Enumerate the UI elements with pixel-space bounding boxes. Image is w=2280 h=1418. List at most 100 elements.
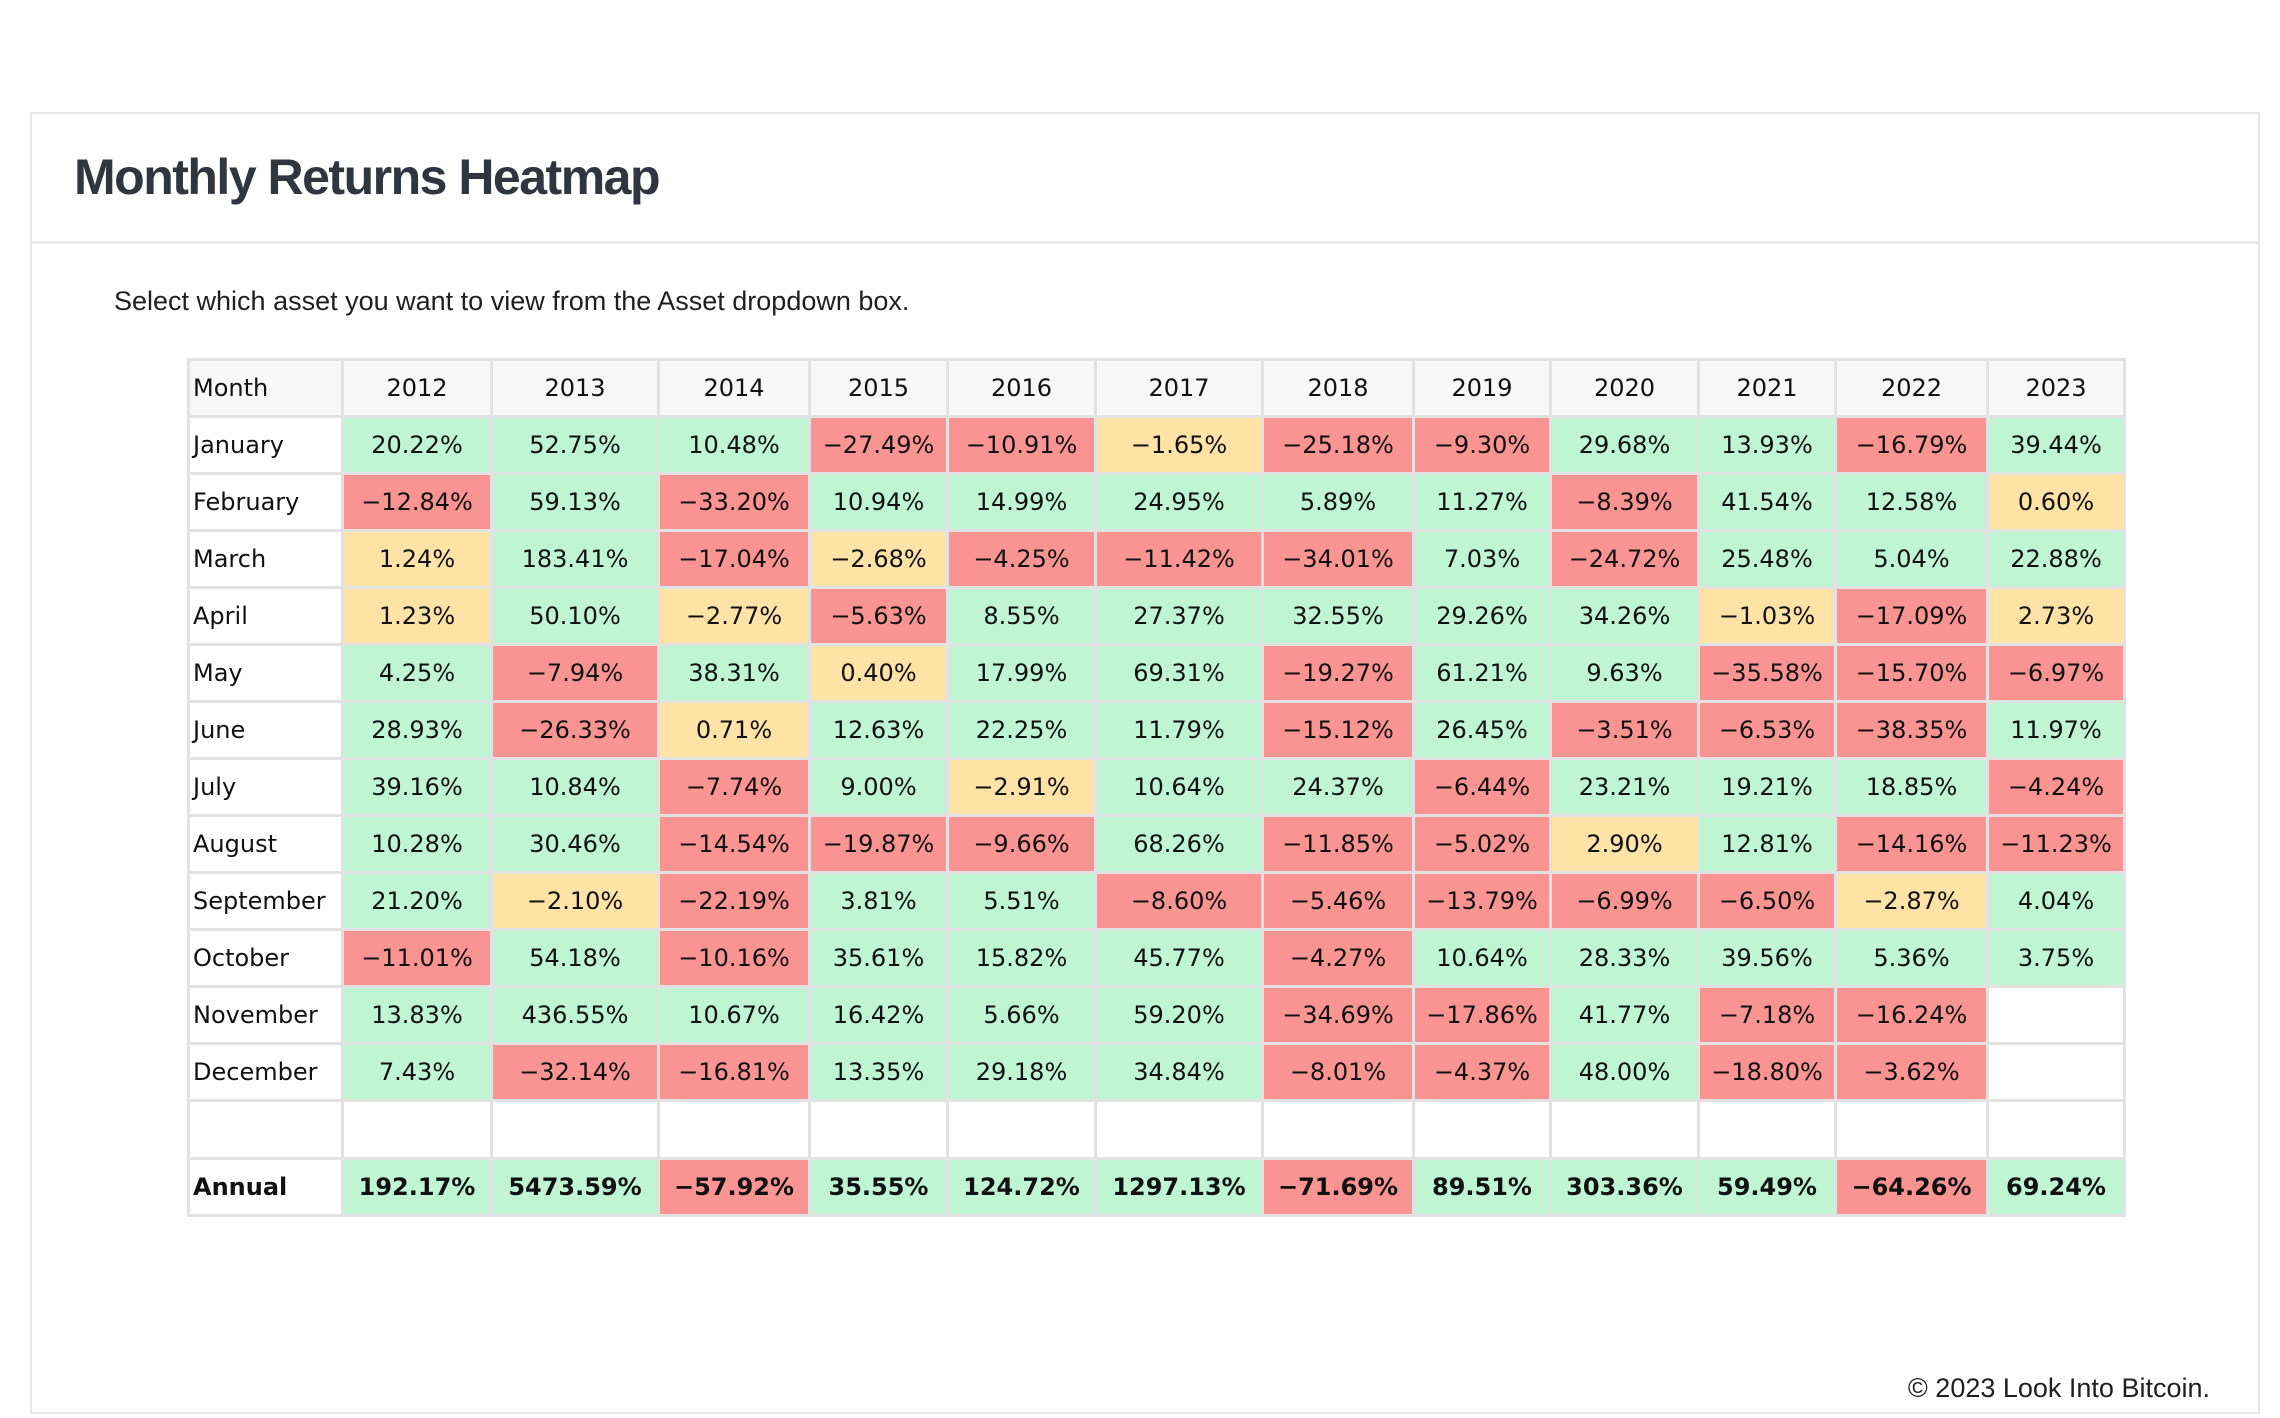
heatmap-cell-may-2021: −35.58%	[1697, 643, 1837, 703]
heatmap-cell-january-2016: −10.91%	[946, 415, 1097, 475]
spacer-cell	[341, 1099, 493, 1160]
month-label-march: March	[187, 529, 344, 589]
year-header-2016: 2016	[946, 358, 1097, 418]
heatmap-cell-november-2012: 13.83%	[341, 985, 493, 1045]
heatmap-cell-october-2021: 39.56%	[1697, 928, 1837, 988]
heatmap-cell-october-2015: 35.61%	[808, 928, 949, 988]
heatmap-cell-may-2016: 17.99%	[946, 643, 1097, 703]
year-header-2018: 2018	[1261, 358, 1415, 418]
spacer-cell	[1412, 1099, 1552, 1160]
monthly-returns-table: Month 2012 2013 2014 2015 2016 2017 2018 2019 202…	[187, 358, 2126, 1217]
annual-cell-2014: −57.92%	[657, 1157, 811, 1217]
month-label-april: April	[187, 586, 344, 646]
heatmap-cell-july-2023: −4.24%	[1986, 757, 2126, 817]
heatmap-cell-april-2016: 8.55%	[946, 586, 1097, 646]
heatmap-cell-july-2012: 39.16%	[341, 757, 493, 817]
year-header-2012: 2012	[341, 358, 493, 418]
heatmap-cell-march-2015: −2.68%	[808, 529, 949, 589]
heatmap-cell-november-2021: −7.18%	[1697, 985, 1837, 1045]
heatmap-cell-march-2021: 25.48%	[1697, 529, 1837, 589]
year-header-2017: 2017	[1094, 358, 1264, 418]
heatmap-cell-september-2016: 5.51%	[946, 871, 1097, 931]
heatmap-cell-march-2019: 7.03%	[1412, 529, 1552, 589]
heatmap-cell-august-2016: −9.66%	[946, 814, 1097, 874]
heatmap-cell-december-2015: 13.35%	[808, 1042, 949, 1102]
heatmap-cell-october-2012: −11.01%	[341, 928, 493, 988]
heatmap-cell-january-2020: 29.68%	[1549, 415, 1700, 475]
heatmap-cell-february-2018: 5.89%	[1261, 472, 1415, 532]
heatmap-cell-december-2012: 7.43%	[341, 1042, 493, 1102]
heatmap-cell-july-2017: 10.64%	[1094, 757, 1264, 817]
heatmap-cell-july-2016: −2.91%	[946, 757, 1097, 817]
heatmap-cell-september-2023: 4.04%	[1986, 871, 2126, 931]
month-label-june: June	[187, 700, 344, 760]
year-header-2021: 2021	[1697, 358, 1837, 418]
heatmap-cell-november-2014: 10.67%	[657, 985, 811, 1045]
heatmap-cell-february-2020: −8.39%	[1549, 472, 1700, 532]
month-label-january: January	[187, 415, 344, 475]
year-header-2013: 2013	[490, 358, 660, 418]
card-header: Monthly Returns Heatmap	[32, 114, 2258, 244]
heatmap-cell-june-2020: −3.51%	[1549, 700, 1700, 760]
heatmap-cell-january-2015: −27.49%	[808, 415, 949, 475]
heatmap-cell-august-2022: −14.16%	[1834, 814, 1989, 874]
heatmap-cell-march-2018: −34.01%	[1261, 529, 1415, 589]
table-row: February −12.84% 59.13% −33.20% 10.94% 14.99%…	[187, 472, 2126, 532]
heatmap-cell-june-2016: 22.25%	[946, 700, 1097, 760]
heatmap-cell-april-2013: 50.10%	[490, 586, 660, 646]
month-label-september: September	[187, 871, 344, 931]
heatmap-cell-march-2014: −17.04%	[657, 529, 811, 589]
heatmap-cell-september-2017: −8.60%	[1094, 871, 1264, 931]
heatmap-cell-october-2014: −10.16%	[657, 928, 811, 988]
heatmap-cell-december-2021: −18.80%	[1697, 1042, 1837, 1102]
table-row: September 21.20% −2.10% −22.19% 3.81% 5.51% −8…	[187, 871, 2126, 931]
year-header-2022: 2022	[1834, 358, 1989, 418]
heatmap-cell-november-2020: 41.77%	[1549, 985, 1700, 1045]
annual-cell-2015: 35.55%	[808, 1157, 949, 1217]
heatmap-cell-february-2015: 10.94%	[808, 472, 949, 532]
heatmap-cell-april-2020: 34.26%	[1549, 586, 1700, 646]
heatmap-cell-august-2014: −14.54%	[657, 814, 811, 874]
heatmap-cell-october-2020: 28.33%	[1549, 928, 1700, 988]
heatmap-cell-october-2022: 5.36%	[1834, 928, 1989, 988]
heatmap-cell-may-2023: −6.97%	[1986, 643, 2126, 703]
heatmap-cell-april-2012: 1.23%	[341, 586, 493, 646]
heatmap-cell-august-2018: −11.85%	[1261, 814, 1415, 874]
heatmap-cell-june-2014: 0.71%	[657, 700, 811, 760]
heatmap-cell-october-2017: 45.77%	[1094, 928, 1264, 988]
heatmap-cell-june-2021: −6.53%	[1697, 700, 1837, 760]
heatmap-cell-august-2012: 10.28%	[341, 814, 493, 874]
heatmap-cell-april-2021: −1.03%	[1697, 586, 1837, 646]
heatmap-cell-january-2023: 39.44%	[1986, 415, 2126, 475]
heatmap-cell-april-2022: −17.09%	[1834, 586, 1989, 646]
spacer-cell	[490, 1099, 660, 1160]
heatmap-cell-may-2019: 61.21%	[1412, 643, 1552, 703]
table-row: May 4.25% −7.94% 38.31% 0.40% 17.99% 69.31% −19…	[187, 643, 2126, 703]
annual-cell-2023: 69.24%	[1986, 1157, 2126, 1217]
heatmap-cell-april-2015: −5.63%	[808, 586, 949, 646]
heatmap-cell-november-2019: −17.86%	[1412, 985, 1552, 1045]
heatmap-cell-september-2014: −22.19%	[657, 871, 811, 931]
instructions-text: Select which asset you want to view from…	[114, 286, 910, 316]
table-row: August 10.28% 30.46% −14.54% −19.87% −9.66% 68…	[187, 814, 2126, 874]
header-row: Month 2012 2013 2014 2015 2016 2017 2018 2019 202…	[187, 358, 2126, 418]
spacer-cell	[946, 1099, 1097, 1160]
spacer-cell	[1261, 1099, 1415, 1160]
year-header-2019: 2019	[1412, 358, 1552, 418]
heatmap-cell-october-2023: 3.75%	[1986, 928, 2126, 988]
heatmap-cell-october-2016: 15.82%	[946, 928, 1097, 988]
heatmap-cell-may-2012: 4.25%	[341, 643, 493, 703]
heatmap-cell-april-2017: 27.37%	[1094, 586, 1264, 646]
table-row: December 7.43% −32.14% −16.81% 13.35% 29.18% 3…	[187, 1042, 2126, 1102]
heatmap-cell-march-2022: 5.04%	[1834, 529, 1989, 589]
annual-cell-2013: 5473.59%	[490, 1157, 660, 1217]
annual-cell-2022: −64.26%	[1834, 1157, 1989, 1217]
heatmap-cell-may-2017: 69.31%	[1094, 643, 1264, 703]
heatmap-cell-july-2013: 10.84%	[490, 757, 660, 817]
spacer-cell	[187, 1099, 344, 1160]
annual-label: Annual	[187, 1157, 344, 1217]
month-column-header: Month	[187, 358, 344, 418]
heatmap-cell-september-2021: −6.50%	[1697, 871, 1837, 931]
heatmap-cell-february-2023: 0.60%	[1986, 472, 2126, 532]
table-row: June 28.93% −26.33% 0.71% 12.63% 22.25% 11.79%…	[187, 700, 2126, 760]
